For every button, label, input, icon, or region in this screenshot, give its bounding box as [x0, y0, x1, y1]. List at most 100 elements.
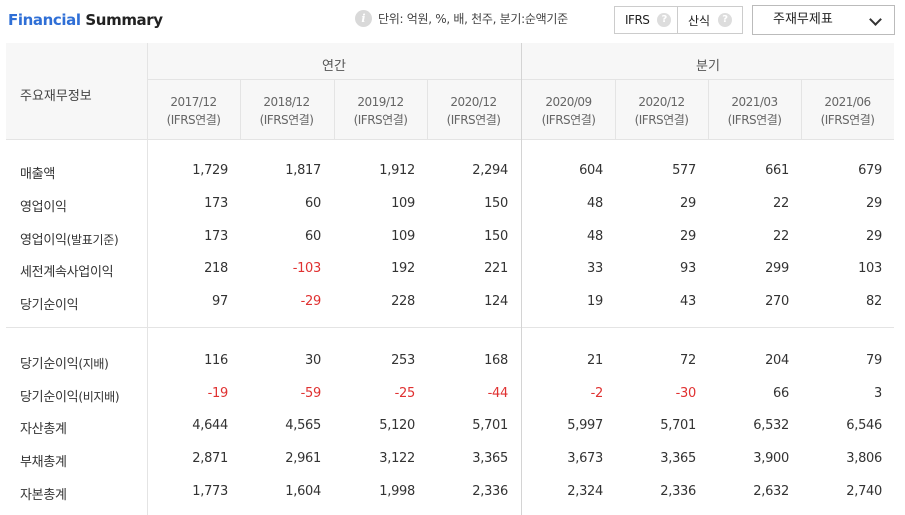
table-header-bg	[6, 43, 894, 139]
table-cell: 60	[305, 196, 321, 211]
grid-line	[708, 79, 709, 139]
period-basis: (IFRS연결)	[541, 113, 596, 127]
table-cell: 3,365	[660, 451, 696, 466]
table-cell: 3,673	[567, 451, 603, 466]
statement-type-select[interactable]: 주재무제표	[752, 5, 895, 35]
period-basis: (IFRS연결)	[353, 113, 408, 127]
grid-line	[147, 79, 894, 80]
row-label: 영업이익	[20, 196, 67, 215]
table-cell: 192	[391, 261, 415, 276]
table-cell: 109	[391, 229, 415, 244]
row-label-main: 영업이익	[20, 200, 67, 215]
financial-summary-header: Financial Summary i 단위: 억원, %, 배, 천주, 분기…	[0, 0, 905, 42]
period-header: 2019/12 (IFRS연결)	[334, 93, 427, 129]
row-label-main: 자본총계	[20, 488, 67, 503]
table-cell: 173	[204, 196, 228, 211]
section-title: Financial Summary	[8, 11, 163, 29]
grid-line	[521, 43, 522, 515]
row-label: 당기순이익(비지배)	[20, 386, 120, 405]
row-label: 세전계속사업이익	[20, 261, 114, 280]
table-cell: 48	[587, 196, 603, 211]
table-cell: 2,632	[753, 484, 789, 499]
table-cell: 2,336	[660, 484, 696, 499]
table-cell: 1,912	[379, 163, 415, 178]
unit-info: i 단위: 억원, %, 배, 천주, 분기:순액기준	[355, 10, 568, 27]
row-label-sub: (지배)	[78, 357, 109, 371]
grid-line	[6, 327, 894, 328]
period-date: 2017/12	[170, 95, 217, 109]
help-icon[interactable]: ?	[657, 13, 671, 27]
table-cell: 109	[391, 196, 415, 211]
period-date: 2019/12	[357, 95, 404, 109]
table-cell: 1,998	[379, 484, 415, 499]
formula-toggle[interactable]: 산식 ?	[677, 6, 743, 34]
table-cell: 5,120	[379, 418, 415, 433]
period-basis: (IFRS연결)	[446, 113, 501, 127]
table-cell: 3,900	[753, 451, 789, 466]
info-icon[interactable]: i	[355, 10, 372, 27]
table-cell: 679	[858, 163, 882, 178]
period-basis: (IFRS연결)	[634, 113, 689, 127]
table-cell: 30	[305, 353, 321, 368]
table-cell: 2,740	[846, 484, 882, 499]
table-cell: 2,961	[285, 451, 321, 466]
table-cell: 2,294	[472, 163, 508, 178]
table-cell: 29	[866, 196, 882, 211]
period-header: 2021/06 (IFRS연결)	[801, 93, 894, 129]
row-label: 당기순이익	[20, 294, 79, 313]
row-label-main: 당기순이익	[20, 390, 79, 405]
table-cell: 577	[672, 163, 696, 178]
table-cell: 1,604	[285, 484, 321, 499]
table-cell: 2,324	[567, 484, 603, 499]
table-cell: -19	[207, 386, 229, 401]
table-cell: 6,532	[753, 418, 789, 433]
table-cell: 21	[587, 353, 603, 368]
table-cell: -44	[487, 386, 509, 401]
table-cell: 3,122	[379, 451, 415, 466]
period-header: 2018/12 (IFRS연결)	[240, 93, 333, 129]
table-cell: 221	[484, 261, 508, 276]
ifrs-toggle[interactable]: IFRS ?	[614, 6, 678, 34]
table-cell: 299	[765, 261, 789, 276]
table-cell: -29	[300, 294, 322, 309]
table-cell: -103	[292, 261, 322, 276]
table-cell: 2,871	[192, 451, 228, 466]
table-cell: 6,546	[846, 418, 882, 433]
chevron-down-icon	[869, 13, 882, 26]
period-basis: (IFRS연결)	[820, 113, 875, 127]
ifrs-label: IFRS	[625, 13, 650, 27]
row-label-main: 부채총계	[20, 455, 67, 470]
period-basis: (IFRS연결)	[259, 113, 314, 127]
period-basis: (IFRS연결)	[727, 113, 782, 127]
group-quarter: 분기	[696, 59, 720, 74]
row-label-sub: (발표기준)	[66, 233, 119, 247]
help-icon[interactable]: ?	[718, 13, 733, 27]
table-cell: 218	[204, 261, 228, 276]
table-cell: 1,817	[285, 163, 321, 178]
table-cell: 150	[484, 229, 508, 244]
row-label: 자산총계	[20, 418, 67, 437]
row-label: 자본총계	[20, 484, 67, 503]
table-cell: 97	[212, 294, 228, 309]
table-cell: 93	[680, 261, 696, 276]
table-cell: 29	[680, 196, 696, 211]
title-summary: Summary	[85, 11, 163, 29]
table-cell: 124	[484, 294, 508, 309]
table-cell: -25	[394, 386, 416, 401]
period-date: 2020/12	[450, 95, 497, 109]
table-cell: 3,806	[846, 451, 882, 466]
table-cell: -30	[675, 386, 697, 401]
table-cell: 29	[680, 229, 696, 244]
row-label-main: 당기순이익	[20, 298, 79, 313]
row-label: 매출액	[20, 163, 55, 182]
table-cell: 33	[587, 261, 603, 276]
table-cell: 228	[391, 294, 415, 309]
row-label-main: 매출액	[20, 167, 55, 182]
row-label-main: 당기순이익	[20, 357, 79, 372]
table-cell: 4,565	[285, 418, 321, 433]
table-cell: 116	[204, 353, 228, 368]
grid-line	[334, 79, 335, 139]
corner-label: 주요재무정보	[20, 89, 92, 104]
period-date: 2018/12	[263, 95, 310, 109]
table-cell: 3	[874, 386, 882, 401]
